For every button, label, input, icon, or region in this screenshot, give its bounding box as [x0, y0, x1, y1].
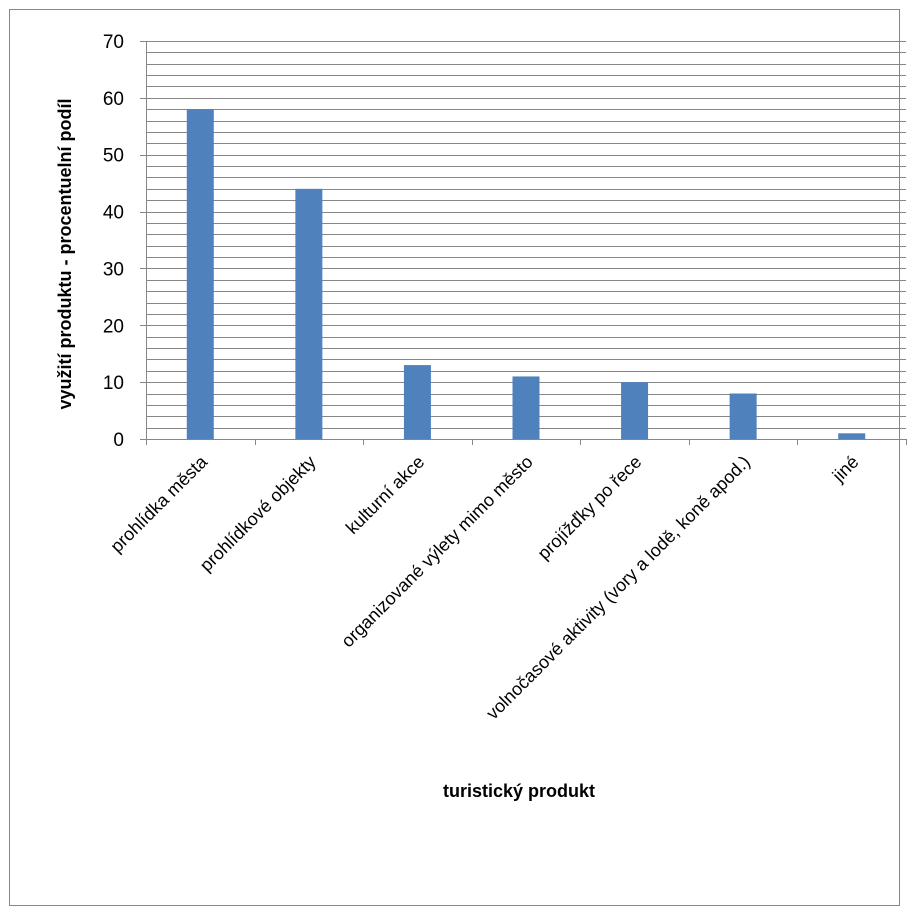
x-tick-label: prohlídkové objekty: [196, 452, 320, 576]
gridlines: [146, 41, 906, 429]
y-tick-label: 70: [103, 32, 124, 53]
y-tick-label: 10: [103, 373, 124, 394]
bar: [512, 376, 540, 439]
y-tick-label: 0: [113, 430, 124, 451]
bars: [186, 109, 866, 439]
bar: [729, 393, 757, 439]
x-tick-label: kulturní akce: [342, 452, 428, 538]
axes: [140, 41, 907, 445]
y-tick-label: 30: [103, 259, 124, 280]
bar: [295, 188, 323, 439]
y-tick-label: 50: [103, 146, 124, 167]
y-tick-label: 40: [103, 203, 124, 224]
y-axis-title: využití produktu - procentuelní podíl: [55, 99, 75, 410]
chart-frame: [9, 9, 900, 906]
y-tick-labels: 0 10 20 30 40 50 60 70: [103, 32, 124, 451]
y-tick-label: 60: [103, 89, 124, 110]
y-tick-label: 20: [103, 316, 124, 337]
bar: [186, 109, 214, 439]
bar: [838, 433, 866, 439]
bar: [621, 382, 649, 439]
x-tick-label: projížďky po řece: [534, 452, 646, 564]
x-axis-title: turistický produkt: [443, 781, 595, 801]
x-tick-label: prohlídka města: [106, 451, 211, 556]
bar: [403, 365, 431, 439]
x-tick-label: organizované výlety mimo město: [337, 452, 536, 651]
x-tick-label: jiné: [828, 452, 863, 487]
